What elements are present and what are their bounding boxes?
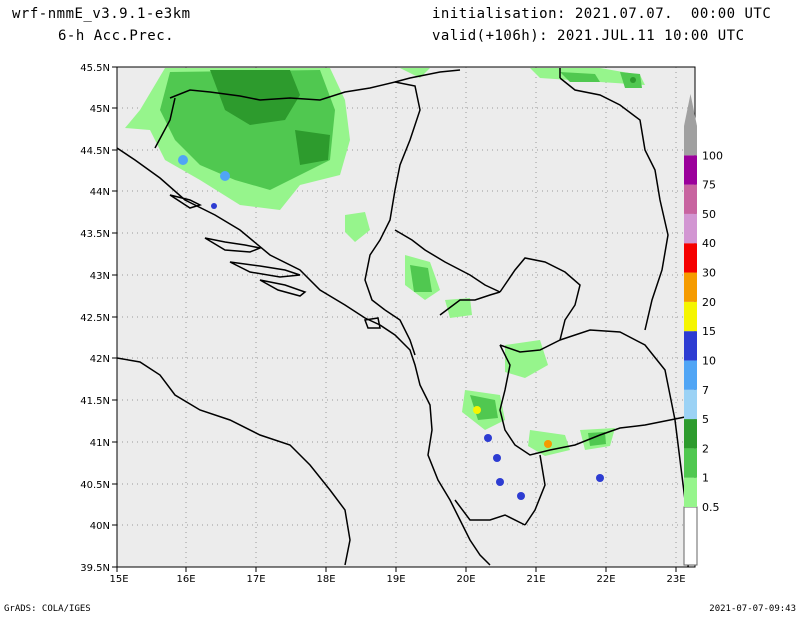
colorbar-segment xyxy=(684,184,697,214)
precip-cell xyxy=(596,474,604,482)
lon-label: 23E xyxy=(666,574,685,585)
lat-label: 42N xyxy=(90,354,110,365)
colorbar-segment xyxy=(684,419,697,449)
precip-cell xyxy=(496,478,504,486)
colorbar-level: 5 xyxy=(702,413,709,426)
lon-label: 19E xyxy=(386,574,405,585)
colorbar-level: 30 xyxy=(702,267,716,280)
lon-labels: 15E 16E 17E 18E 19E 20E 21E 22E 23E xyxy=(109,574,685,585)
borders xyxy=(154,68,696,526)
colorbar-segment xyxy=(684,272,697,302)
precip-cell xyxy=(211,203,217,209)
lat-label: 39.5N xyxy=(80,563,110,574)
lat-label: 44.5N xyxy=(80,146,110,157)
colorbar-labels: 0.5 1 2 5 7 10 15 20 30 40 50 75 100 xyxy=(702,149,723,514)
lon-label: 15E xyxy=(109,574,128,585)
colorbar-level: 50 xyxy=(702,208,716,221)
axis-ticks xyxy=(112,66,677,572)
run-timestamp: 2021-07-07-09:43 xyxy=(709,604,796,614)
lon-label: 21E xyxy=(526,574,545,585)
colorbar-segment xyxy=(684,213,697,244)
colorbar-segment xyxy=(684,331,697,361)
lat-label: 40N xyxy=(90,521,110,532)
colorbar xyxy=(683,94,698,566)
lon-label: 16E xyxy=(176,574,195,585)
colorbar-level: 100 xyxy=(702,149,723,162)
precip-cell xyxy=(178,155,188,165)
lon-label: 22E xyxy=(596,574,615,585)
colorbar-level: 40 xyxy=(702,237,716,250)
colorbar-arrow xyxy=(684,94,697,126)
colorbar-segment xyxy=(684,360,697,390)
init-time: initialisation: 2021.07.07. 00:00 UTC xyxy=(432,6,772,22)
colorbar-level: 75 xyxy=(702,179,716,192)
colorbar-segment xyxy=(684,155,697,185)
lat-label: 41N xyxy=(90,438,110,449)
colorbar-segment xyxy=(684,389,697,420)
credit-text: GrADS: COLA/IGES xyxy=(4,604,91,614)
colorbar-level: 2 xyxy=(702,442,709,455)
lat-label: 40.5N xyxy=(80,480,110,491)
colorbar-level: 7 xyxy=(702,384,709,397)
lat-label: 45.5N xyxy=(80,63,110,74)
model-title: wrf-nmmE_v3.9.1-e3km xyxy=(12,6,191,22)
lon-label: 17E xyxy=(246,574,265,585)
precip-cell xyxy=(630,77,636,83)
precip-heavy xyxy=(210,70,330,165)
colorbar-level: 20 xyxy=(702,296,716,309)
lat-label: 43N xyxy=(90,271,110,282)
lat-label: 41.5N xyxy=(80,396,110,407)
colorbar-level: 10 xyxy=(702,354,716,367)
lon-label: 18E xyxy=(316,574,335,585)
colorbar-segment xyxy=(684,477,697,507)
lon-label: 20E xyxy=(456,574,475,585)
colorbar-segment xyxy=(683,506,698,566)
lat-label: 45N xyxy=(90,104,110,115)
colorbar-segment xyxy=(684,301,697,332)
valid-time: valid(+106h): 2021.JUL.11 10:00 UTC xyxy=(432,28,745,44)
colorbar-segment xyxy=(684,126,697,156)
lat-label: 43.5N xyxy=(80,229,110,240)
colorbar-level: 0.5 xyxy=(702,501,720,514)
colorbar-level: 1 xyxy=(702,472,709,485)
field-title: 6-h Acc.Prec. xyxy=(58,28,175,44)
colorbar-level: 15 xyxy=(702,325,716,338)
colorbar-segment xyxy=(684,448,697,478)
lat-label: 44N xyxy=(90,187,110,198)
precip-cell xyxy=(484,434,492,442)
lat-label: 42.5N xyxy=(80,313,110,324)
precip-cell xyxy=(493,454,501,462)
precip-cells xyxy=(178,77,636,500)
colorbar-segment xyxy=(684,243,697,273)
precip-cell xyxy=(220,171,230,181)
precip-cell xyxy=(544,440,552,448)
precip-cell xyxy=(517,492,525,500)
precip-cell xyxy=(473,406,481,414)
lat-labels: 45.5N 45N 44.5N 44N 43.5N 43N 42.5N 42N … xyxy=(80,63,110,574)
